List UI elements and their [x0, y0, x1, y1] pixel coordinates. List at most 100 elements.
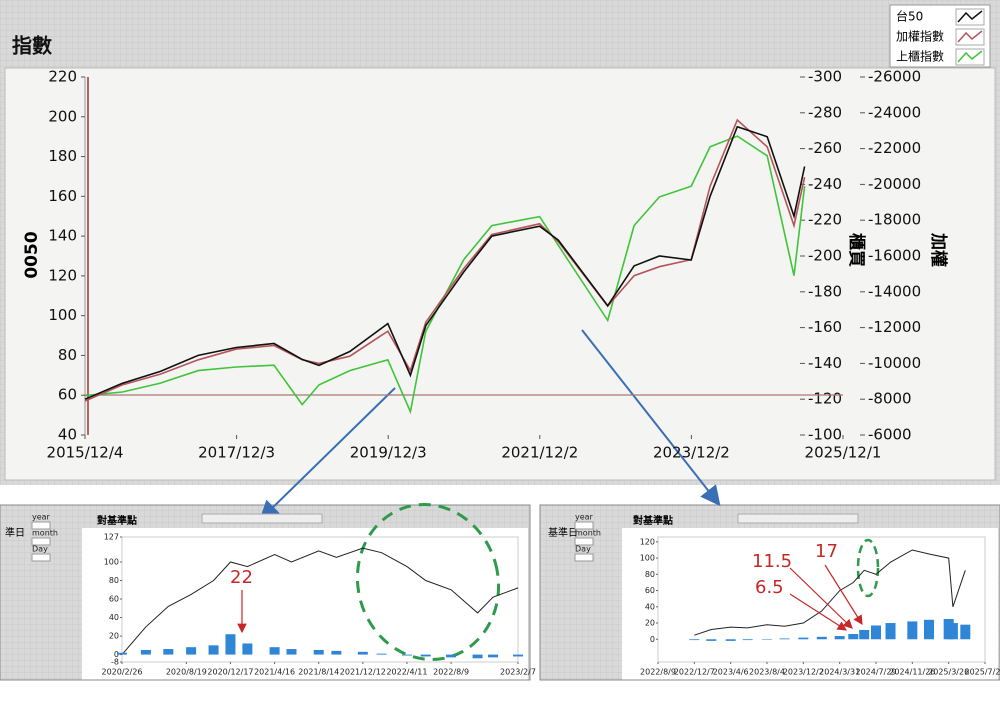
y-tick-label: 60: [58, 386, 77, 404]
bar: [779, 638, 790, 640]
x-tick-label: 2023/12/2: [783, 668, 824, 677]
y2-tick-label: -26000: [868, 68, 921, 86]
x-tick-label: 2025/12/1: [805, 444, 882, 462]
bar: [446, 654, 457, 658]
y2-tick-label: -10000: [868, 354, 921, 372]
bar: [357, 651, 368, 655]
bar: [269, 647, 280, 655]
inset-side-label: 基準日: [548, 526, 578, 539]
y2-tick-label: -6000: [868, 426, 912, 444]
annotation: 6.5: [755, 577, 784, 598]
inset-field[interactable]: [574, 521, 594, 530]
inset-field[interactable]: [31, 553, 51, 562]
annotation-arrow: [789, 593, 848, 631]
x-tick-label: 2022/12/7: [674, 668, 715, 677]
y2-tick-label: -20000: [868, 175, 921, 193]
inset-field[interactable]: [31, 537, 51, 546]
x-tick-label: 2020/8/19: [166, 668, 207, 677]
y2-tick-label: -16000: [868, 247, 921, 265]
bar: [725, 639, 736, 641]
y2-tick-label: -12000: [868, 318, 921, 336]
y3-tick-label: -140: [808, 354, 842, 372]
x-tick-label: 2020/2/26: [101, 668, 142, 677]
window-title: 指數: [12, 34, 52, 58]
inset-title: 對基準點: [633, 514, 673, 527]
y-axis-label: 0050: [22, 231, 42, 278]
x-tick-label: 2024/3/31: [819, 668, 860, 677]
inset-side-label: 準日: [5, 526, 25, 539]
x-tick-label: 2023/8/4: [749, 668, 785, 677]
bar: [742, 639, 753, 641]
series-line: [84, 125, 806, 400]
x-tick-label: 2024/11/26: [889, 668, 935, 677]
y-tick-label: -8: [111, 658, 119, 667]
bar: [208, 645, 219, 655]
y2-axis-label: 加權: [928, 232, 948, 267]
pointer-arrow: [581, 329, 721, 507]
x-tick-label: 2021/12/12: [340, 668, 386, 677]
x-tick-label: 2019/12/3: [350, 444, 427, 462]
highlight-ellipse: [355, 503, 501, 661]
bar: [376, 653, 387, 655]
y-tick-label: 80: [58, 346, 77, 364]
x-tick-label: 2015/12/4: [47, 444, 124, 462]
bar: [689, 639, 700, 641]
inset-plot: [622, 528, 998, 680]
bar: [242, 643, 253, 655]
bar: [848, 633, 859, 640]
y3-tick-label: -180: [808, 282, 842, 300]
y-tick-label: 80: [109, 576, 119, 585]
legend-label: 台50: [896, 9, 923, 24]
bar: [871, 625, 881, 640]
x-tick-label: 2023/2/7: [500, 668, 536, 677]
inset-field[interactable]: [574, 537, 594, 546]
inset-field[interactable]: [31, 521, 51, 530]
y2-tick-label: -18000: [868, 211, 921, 229]
inset-frame: [539, 504, 1000, 681]
y-tick-label: 100: [48, 306, 77, 324]
y3-axis-label: 櫃買: [846, 233, 867, 267]
x-tick-label: 2021/4/16: [254, 668, 295, 677]
pointer-arrow: [259, 387, 396, 521]
y-tick-label: 60: [645, 586, 655, 595]
y3-tick-label: -120: [808, 390, 842, 408]
y-tick-label: 40: [58, 426, 77, 444]
y3-tick-label: -260: [808, 139, 842, 157]
x-tick-label: 2022/8/9: [640, 668, 676, 677]
y3-tick-label: -300: [808, 68, 842, 86]
bar: [140, 649, 151, 655]
inset-field-label: Day: [32, 545, 48, 554]
inset-plot: [82, 528, 528, 680]
y-tick-label: 0: [650, 635, 655, 644]
bar: [834, 636, 845, 640]
y3-tick-label: -220: [808, 211, 842, 229]
y-tick-label: 120: [48, 266, 77, 284]
inset-field[interactable]: [574, 553, 594, 562]
legend-swatch: [957, 30, 983, 43]
y3-tick-label: -200: [808, 247, 842, 265]
bar: [947, 623, 958, 640]
bar: [186, 647, 197, 655]
y-tick-label: 40: [645, 602, 655, 611]
x-tick-label: 2021/12/2: [501, 444, 578, 462]
y-tick-label: 80: [645, 570, 655, 579]
inset-frame: [657, 536, 986, 663]
x-tick-label: 2025/3/26: [928, 668, 969, 677]
x-tick-label: 2023/4/6: [713, 668, 749, 677]
x-tick-label: 2022/4/11: [386, 668, 427, 677]
bar: [859, 629, 870, 640]
y2-tick-label: -8000: [868, 390, 912, 408]
x-tick-label: 2017/12/3: [198, 444, 275, 462]
y3-tick-label: -160: [808, 318, 842, 336]
annotation: 22: [230, 567, 253, 588]
inset-field-label: year: [575, 513, 594, 522]
inset-toolbar: [737, 513, 859, 524]
y2-tick-label: -22000: [868, 139, 921, 157]
bar: [331, 650, 342, 655]
annotation: 17: [815, 541, 838, 562]
legend-label: 上櫃指數: [896, 49, 944, 64]
y2-tick-label: -14000: [868, 282, 921, 300]
y-tick-label: 0: [114, 650, 119, 659]
y-tick-label: 140: [48, 227, 77, 245]
